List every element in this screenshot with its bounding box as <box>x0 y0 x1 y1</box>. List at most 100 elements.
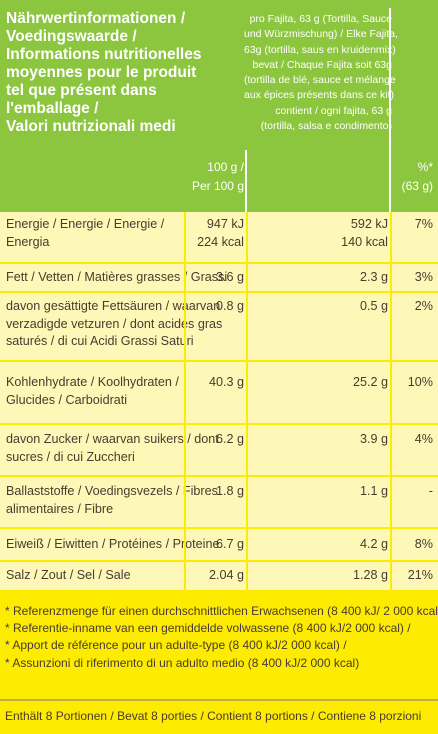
nutrient-name-line: Glucides / Carboidrati <box>6 392 128 407</box>
portions-note: Enthält 8 Portionen / Bevat 8 porties / … <box>5 709 422 723</box>
per-serving-value: 1.28 g <box>248 567 388 585</box>
value-line: 0.8 g <box>215 299 244 313</box>
footnote-line: * Apport de référence pour un adulte-typ… <box>5 638 347 653</box>
per100g-value: 2.04 g <box>186 567 244 585</box>
value-line: 1.8 g <box>215 484 244 498</box>
reference-intake-value: 2% <box>414 299 433 313</box>
nutrient-name-line: Energia <box>6 234 50 249</box>
serving-line: aux épices présents dans ce kit) <box>244 89 394 102</box>
table-row-salt: Salz / Zout / Sel / Sale 2.04 g 1.28 g 2… <box>0 562 438 590</box>
per-serving-value: 25.2 g <box>248 374 388 392</box>
value-line: 6.2 g <box>215 432 244 446</box>
title-line: moyennes pour le produit <box>6 64 197 81</box>
per-serving-value: 1.1 g <box>248 483 388 501</box>
nutrient-name: davon gesättigte Fettsäuren / waarvan ve… <box>6 298 223 351</box>
nutrient-name-line: saturés / di cui Acidi Grassi Saturi <box>6 334 194 349</box>
value-line: 2.3 g <box>359 270 388 284</box>
serving-description: pro Fajita, 63 g (Tortilla, Sauce und Wü… <box>244 12 399 134</box>
reference-intake-footnote: * Referenzmenge für einen durchschnittli… <box>5 603 438 672</box>
per100g-value: 40.3 g <box>186 374 244 392</box>
value-line: 4.2 g <box>359 537 388 551</box>
per100g-value: 6.7 g <box>186 536 244 554</box>
nutrient-name: Energie / Energie / Energie / Energia <box>6 216 184 251</box>
table-row-fat: Fett / Vetten / Matières grasses / Grass… <box>0 264 438 291</box>
table-row-fibre: Ballaststoffe / Voedingsvezels / Fibres … <box>0 477 438 527</box>
reference-intake-value: 10% <box>407 375 433 389</box>
header-divider <box>389 8 391 212</box>
value-line: 224 kcal <box>197 234 244 249</box>
footer-divider <box>0 699 438 701</box>
title-line: l'emballage / <box>6 100 99 117</box>
value-line: 0.5 g <box>359 299 388 313</box>
reference-intake-value: 3% <box>414 270 433 284</box>
nutrient-name-line: alimentaires / Fibre <box>6 501 114 516</box>
nutrient-name-line: sucres / di cui Zuccheri <box>6 449 135 464</box>
per-serving-value: 4.2 g <box>248 536 388 554</box>
serving-line: und Würzmischung) / Elke Fajita, <box>244 28 399 41</box>
value-line: 3.9 g <box>359 432 388 446</box>
value-line: 6.7 g <box>215 537 244 551</box>
title-line: Voedingswaarde / <box>6 28 137 45</box>
per100g-column-header: 100 g / Per 100 g <box>186 158 244 196</box>
footnote-line: * Referentie-inname van een gemiddelde v… <box>5 621 411 636</box>
value-line: 2.04 g <box>208 568 244 582</box>
value-line: 947 kJ <box>206 217 244 231</box>
column-divider <box>246 212 248 590</box>
reference-intake-value: 8% <box>414 537 433 551</box>
value-line: 1.28 g <box>352 568 388 582</box>
header-divider <box>245 150 247 212</box>
per-serving-value: 2.3 g <box>248 269 388 287</box>
per100g-value: 1.8 g <box>186 483 244 501</box>
per100g-value: 0.8 g <box>186 298 244 316</box>
serving-line: bevat / Chaque Fajita soit 63g <box>252 58 392 71</box>
column-divider <box>390 212 392 590</box>
per100g-value: 3.6 g <box>186 269 244 287</box>
ri-header-line: (63 g) <box>401 179 433 193</box>
per-serving-value: 3.9 g <box>248 431 388 449</box>
nutrient-name-line: Fett / Vetten / Matières grasses / Grass… <box>6 270 228 284</box>
table-row-sugars: davon Zucker / waarvan suikers / dont su… <box>0 425 438 475</box>
ri-header-line: %* <box>417 160 433 174</box>
reference-intake-value: 4% <box>414 432 433 446</box>
title-line: Informations nutritionelles <box>6 46 202 63</box>
footnote-line: * Assunzioni di riferimento di un adulto… <box>5 655 360 670</box>
table-row-saturated-fat: davon gesättigte Fettsäuren / waarvan ve… <box>0 293 438 360</box>
value-line: 25.2 g <box>352 375 388 389</box>
serving-line: contient / ogni fajita, 63 g <box>275 104 392 117</box>
nutrient-name: Eiweiß / Eiwitten / Protéines / Proteine <box>6 536 220 554</box>
nutrient-name-line: verzadigde vetzuren / dont acides gras <box>6 316 223 331</box>
value-line: 40.3 g <box>208 375 244 389</box>
table-row-protein: Eiweiß / Eiwitten / Protéines / Proteine… <box>0 529 438 560</box>
nutrient-name-line: Energie / Energie / Energie / <box>6 217 165 231</box>
title-line: Nährwertinformationen / <box>6 10 186 27</box>
per100g-value: 6.2 g <box>186 431 244 449</box>
nutrient-name: davon Zucker / waarvan suikers / dont su… <box>6 431 219 466</box>
table-row-carbohydrates: Kohlenhydrate / Koolhydraten / Glucides … <box>0 362 438 423</box>
reference-intake-value: 21% <box>407 568 433 582</box>
nutrient-name: Ballaststoffe / Voedingsvezels / Fibres … <box>6 483 218 518</box>
per-serving-value: 592 kJ 140 kcal <box>248 216 388 251</box>
nutrient-name-line: Kohlenhydrate / Koolhydraten / <box>6 375 179 389</box>
nutrient-name-line: davon Zucker / waarvan suikers / dont <box>6 432 219 446</box>
table-header: Nährwertinformationen / Voedingswaarde /… <box>0 0 438 212</box>
nutrient-name-line: Eiweiß / Eiwitten / Protéines / Proteine <box>6 537 220 551</box>
column-divider <box>184 212 186 590</box>
reference-intake-value: 7% <box>414 217 433 231</box>
nutrient-name-line: Ballaststoffe / Voedingsvezels / Fibres <box>6 484 218 498</box>
nutrient-name: Salz / Zout / Sel / Sale <box>6 567 184 585</box>
per-serving-value: 0.5 g <box>248 298 388 316</box>
serving-line: (tortilla, salsa e condimento) <box>260 120 392 133</box>
value-line: 3.6 g <box>215 270 244 284</box>
nutrient-name: Fett / Vetten / Matières grasses / Grass… <box>6 269 228 287</box>
value-line: 1.1 g <box>359 484 388 498</box>
serving-line: (tortilla de blé, sauce et mélange <box>244 74 396 87</box>
title-line: tel que présent dans <box>6 82 157 99</box>
title-line: Valori nutrizionali medi <box>6 118 176 135</box>
per100g-header-line: Per 100 g <box>191 179 244 193</box>
value-line: 592 kJ <box>350 217 388 231</box>
per100g-value: 947 kJ 224 kcal <box>186 216 244 251</box>
footnote-line: * Referenzmenge für einen durchschnittli… <box>5 604 438 618</box>
nutrient-name-line: Salz / Zout / Sel / Sale <box>6 568 131 582</box>
serving-line: 63g (tortilla, saus en kruidenmix) <box>244 43 396 56</box>
